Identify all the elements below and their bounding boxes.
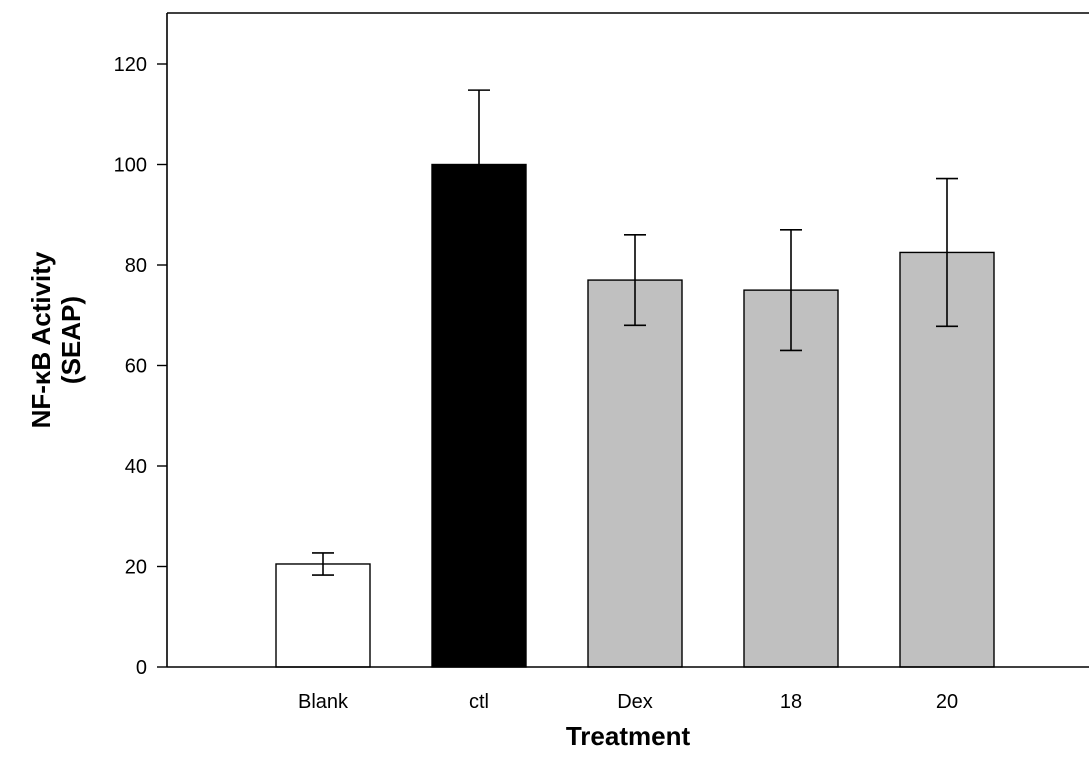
- y-ticks-group: 0 20 40 60 80 100 120: [114, 54, 167, 679]
- x-axis-title: Treatment: [566, 721, 691, 751]
- x-tick-labels-group: Blank ctl Dex 18 20: [298, 691, 958, 713]
- x-tick-label: 20: [936, 691, 958, 713]
- x-tick-label: Dex: [617, 691, 653, 713]
- y-tick-label: 100: [114, 155, 147, 177]
- x-tick-label: ctl: [469, 691, 489, 713]
- y-tick-label: 80: [125, 255, 147, 277]
- y-tick-label: 20: [125, 557, 147, 579]
- y-axis-title-line2: (SEAP): [56, 296, 86, 384]
- bar-ctl: [431, 163, 527, 668]
- x-tick-label: 18: [780, 691, 802, 713]
- error-bars-group: [312, 89, 958, 576]
- y-tick-label: 0: [136, 657, 147, 679]
- y-axis-title-line1: NF-κB Activity: [26, 251, 56, 428]
- y-tick-label: 40: [125, 456, 147, 478]
- bar-Blank: [275, 563, 371, 668]
- y-tick-label: 120: [114, 54, 147, 76]
- y-tick-label: 60: [125, 356, 147, 378]
- bar-18: [743, 289, 839, 668]
- x-tick-label: Blank: [298, 691, 349, 713]
- bar-Dex: [587, 279, 683, 668]
- y-axis-title: NF-κB Activity (SEAP): [26, 251, 86, 428]
